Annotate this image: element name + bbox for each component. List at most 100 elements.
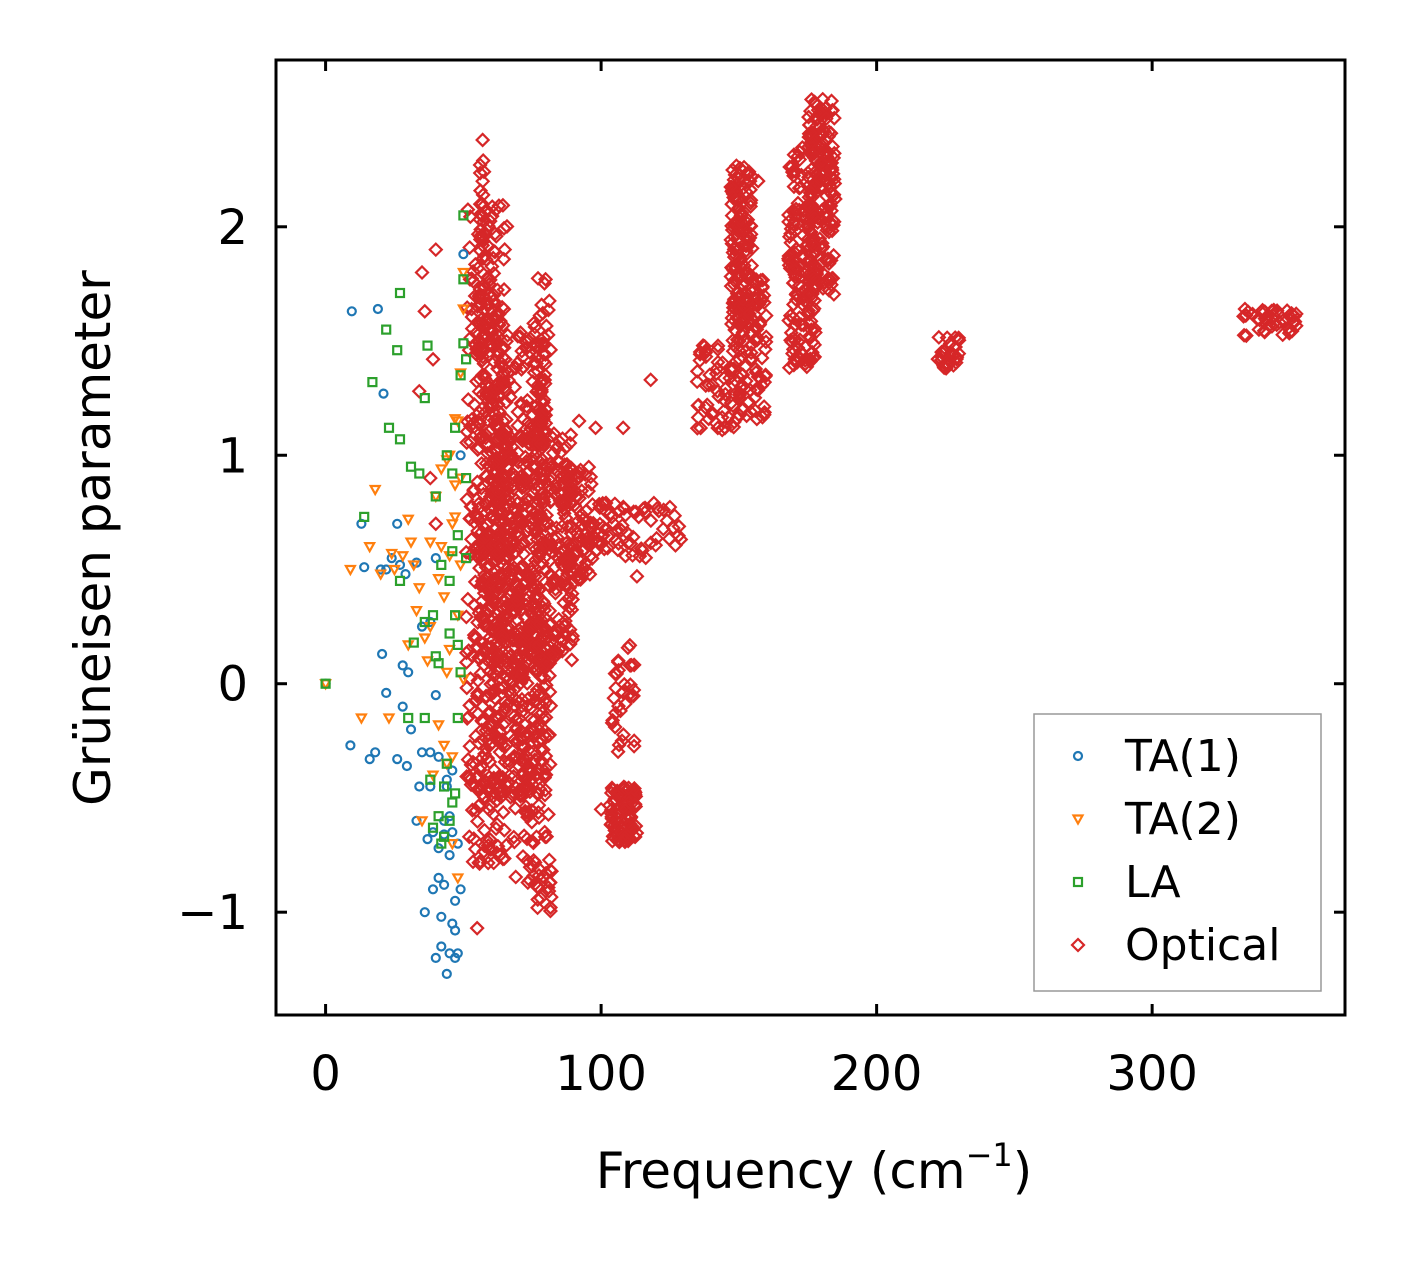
data-point-ta1 bbox=[377, 648, 388, 660]
data-point-optical bbox=[526, 728, 542, 745]
data-point-optical bbox=[473, 758, 489, 774]
y-tick-label: 0 bbox=[217, 657, 248, 713]
data-point-optical bbox=[543, 492, 559, 508]
data-point-optical bbox=[1257, 304, 1273, 320]
data-point-optical bbox=[483, 639, 499, 655]
data-point-optical bbox=[501, 753, 517, 769]
data-point-optical bbox=[537, 829, 553, 845]
data-point-optical bbox=[487, 244, 503, 260]
data-point-optical bbox=[488, 332, 504, 348]
data-point-la bbox=[367, 377, 378, 388]
data-point-optical bbox=[781, 312, 797, 329]
data-point-optical bbox=[525, 723, 541, 739]
data-point-optical bbox=[535, 394, 551, 411]
data-point-ta2 bbox=[440, 667, 454, 680]
data-point-optical bbox=[535, 742, 551, 758]
data-point-optical bbox=[797, 352, 813, 368]
data-point-optical bbox=[496, 251, 512, 267]
legend-marker-ta2 bbox=[1071, 814, 1085, 826]
data-point-optical bbox=[788, 201, 804, 217]
data-point-optical bbox=[495, 804, 511, 820]
data-point-optical bbox=[502, 535, 518, 551]
data-point-optical bbox=[473, 290, 489, 307]
data-point-optical bbox=[526, 743, 542, 759]
data-point-ta1 bbox=[425, 747, 436, 758]
data-point-optical bbox=[489, 563, 505, 579]
data-point-optical bbox=[516, 411, 532, 427]
data-point-optical bbox=[487, 296, 503, 312]
data-point-optical bbox=[806, 270, 822, 287]
data-point-la bbox=[461, 473, 472, 484]
data-point-optical bbox=[725, 295, 741, 311]
data-point-optical bbox=[472, 762, 488, 778]
data-point-optical bbox=[747, 282, 763, 298]
data-point-optical bbox=[621, 687, 637, 703]
data-point-optical bbox=[506, 732, 522, 748]
data-point-optical bbox=[562, 636, 578, 652]
data-point-optical bbox=[486, 762, 502, 778]
data-point-optical bbox=[735, 237, 751, 254]
data-point-optical bbox=[820, 251, 836, 267]
data-point-optical bbox=[722, 370, 738, 386]
data-point-optical bbox=[756, 399, 772, 415]
data-point-optical bbox=[819, 253, 835, 269]
data-point-ta1 bbox=[370, 747, 381, 758]
data-point-optical bbox=[475, 132, 491, 148]
data-point-optical bbox=[543, 428, 559, 444]
data-point-optical bbox=[738, 343, 754, 359]
data-point-optical bbox=[790, 340, 806, 356]
data-point-optical bbox=[481, 721, 497, 737]
data-point-optical bbox=[485, 456, 501, 472]
data-point-optical bbox=[825, 270, 841, 286]
data-point-optical bbox=[563, 525, 579, 541]
data-point-ta1 bbox=[392, 753, 403, 765]
data-point-optical bbox=[556, 571, 572, 587]
data-point-optical bbox=[530, 377, 546, 393]
data-point-optical bbox=[616, 832, 633, 849]
data-point-optical bbox=[807, 321, 823, 337]
legend-label: LA bbox=[1125, 857, 1181, 908]
data-point-optical bbox=[492, 786, 508, 802]
data-point-optical bbox=[535, 699, 551, 715]
data-point-optical bbox=[791, 310, 808, 326]
data-point-optical bbox=[472, 317, 489, 333]
data-point-optical bbox=[784, 246, 800, 262]
data-point-ta2 bbox=[456, 267, 470, 280]
data-point-optical bbox=[617, 802, 633, 818]
data-point-optical bbox=[689, 374, 705, 390]
data-point-optical bbox=[740, 293, 756, 309]
data-point-optical bbox=[553, 444, 569, 460]
plot-frame bbox=[274, 58, 1347, 1017]
data-point-ta1 bbox=[364, 753, 375, 765]
data-point-optical bbox=[824, 160, 840, 176]
data-point-ta2 bbox=[382, 713, 396, 725]
data-point-optical bbox=[495, 197, 511, 213]
data-point-ta2 bbox=[421, 656, 434, 668]
data-point-optical bbox=[523, 711, 539, 727]
data-point-optical bbox=[671, 518, 687, 534]
data-point-optical bbox=[524, 563, 540, 579]
data-point-optical bbox=[506, 656, 522, 672]
data-point-ta1 bbox=[401, 760, 412, 772]
data-point-optical bbox=[785, 310, 802, 326]
data-point-optical bbox=[466, 396, 482, 413]
data-point-optical bbox=[536, 335, 552, 351]
data-point-optical bbox=[472, 281, 488, 297]
data-point-optical bbox=[554, 431, 571, 447]
data-point-optical bbox=[942, 335, 958, 351]
data-point-optical bbox=[693, 420, 709, 436]
data-point-optical bbox=[800, 287, 816, 303]
data-point-optical bbox=[526, 658, 542, 674]
data-point-ta2 bbox=[451, 873, 465, 885]
data-point-ta2 bbox=[432, 720, 445, 732]
data-point-optical bbox=[518, 573, 534, 590]
data-point-la bbox=[444, 628, 455, 639]
data-point-optical bbox=[520, 777, 536, 793]
data-point-optical bbox=[480, 269, 496, 285]
data-point-optical bbox=[555, 498, 571, 514]
data-point-la bbox=[359, 511, 370, 523]
data-point-optical bbox=[470, 508, 486, 524]
data-point-la bbox=[436, 559, 447, 571]
data-point-optical bbox=[802, 103, 819, 119]
data-point-la bbox=[447, 546, 458, 557]
